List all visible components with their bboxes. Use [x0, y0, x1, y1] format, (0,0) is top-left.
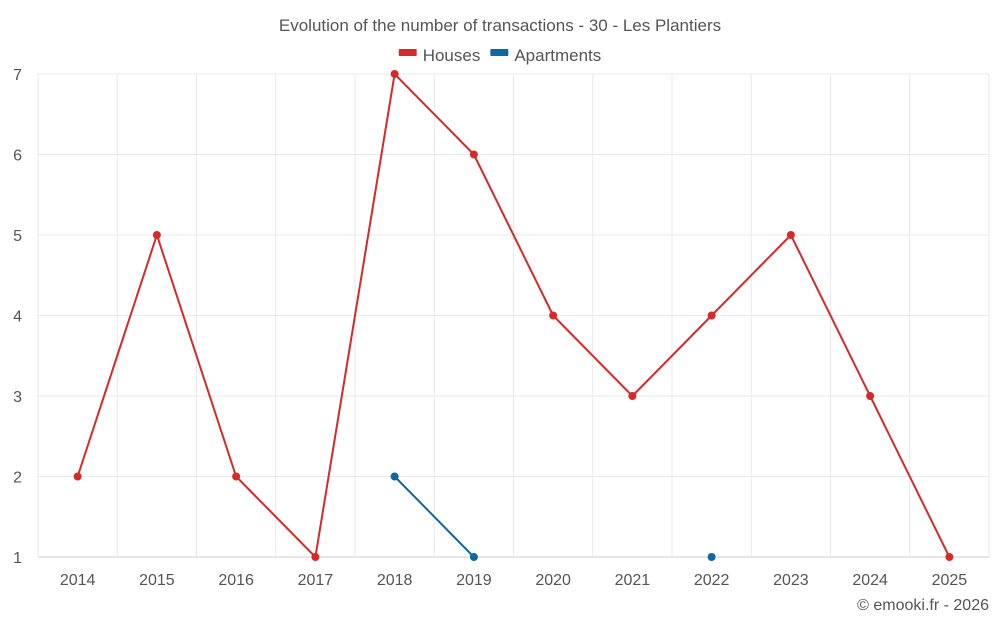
series-group	[73, 70, 954, 561]
y-tick-label: 4	[13, 309, 22, 326]
y-tick-label: 2	[13, 470, 22, 487]
y-tick-label: 6	[13, 148, 22, 165]
y-axis: 1 2 3 4 5 6 7	[13, 67, 22, 567]
series-line	[393, 475, 475, 558]
data-point[interactable]	[152, 231, 161, 239]
data-point[interactable]	[549, 311, 558, 320]
credit-text: © emooki.fr - 2026	[857, 597, 989, 614]
data-point[interactable]	[707, 311, 716, 320]
data-point[interactable]	[628, 392, 637, 400]
y-tick-label: 7	[13, 67, 22, 84]
x-tick-label: 2016	[218, 572, 254, 589]
y-tick-label: 5	[13, 228, 22, 245]
legend-label[interactable]: Houses	[423, 46, 481, 65]
data-point[interactable]	[390, 472, 399, 481]
legend-swatch	[398, 49, 417, 56]
x-tick-label: 2018	[377, 572, 413, 589]
legend-label[interactable]: Apartments	[514, 46, 601, 65]
legend: Houses Apartments	[398, 46, 601, 65]
x-tick-label: 2025	[932, 572, 968, 589]
data-point[interactable]	[73, 472, 82, 481]
x-tick-label: 2014	[60, 572, 96, 589]
data-point[interactable]	[390, 70, 399, 78]
data-point[interactable]	[469, 553, 478, 561]
legend-swatch	[490, 49, 509, 56]
data-point[interactable]	[469, 150, 478, 159]
x-tick-label: 2017	[298, 572, 334, 589]
y-tick-label: 3	[13, 389, 22, 406]
data-point[interactable]	[786, 231, 795, 239]
grid	[37, 73, 990, 558]
data-point[interactable]	[232, 472, 241, 481]
data-point[interactable]	[866, 392, 875, 400]
y-tick-label: 1	[13, 550, 22, 567]
data-point[interactable]	[707, 553, 716, 561]
series-apartments	[390, 472, 716, 561]
x-tick-label: 2023	[773, 572, 809, 589]
x-axis: 2014 2015 2016 2017 2018 2019 2020 2021 2022 2023…	[60, 572, 967, 589]
x-tick-label: 2022	[694, 572, 730, 589]
data-point[interactable]	[945, 553, 954, 561]
x-tick-label: 2015	[139, 572, 175, 589]
series-line	[76, 71, 951, 560]
x-tick-label: 2020	[535, 572, 571, 589]
chart-title: Evolution of the number of transactions …	[279, 16, 721, 35]
x-tick-label: 2019	[456, 572, 492, 589]
x-tick-label: 2024	[852, 572, 888, 589]
x-tick-label: 2021	[615, 572, 651, 589]
series-houses	[73, 70, 954, 561]
data-point[interactable]	[311, 553, 320, 561]
